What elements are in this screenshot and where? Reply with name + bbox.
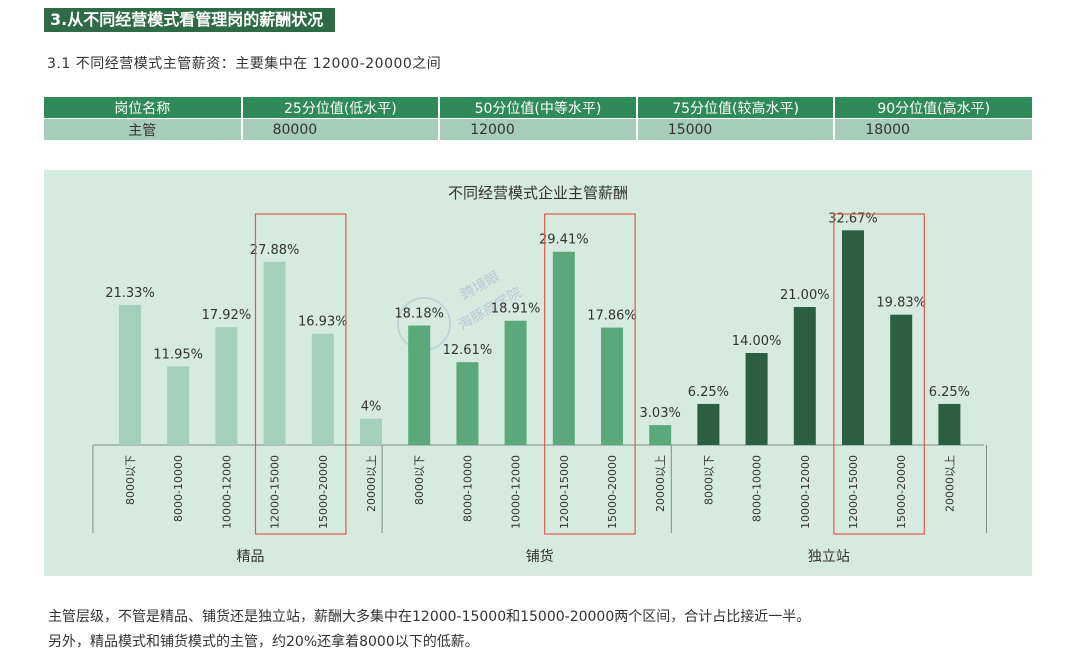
bar bbox=[263, 261, 286, 445]
bar bbox=[842, 230, 864, 445]
table-cell: 18000 bbox=[834, 118, 1032, 140]
bar bbox=[938, 403, 961, 445]
data-label: 32.67% bbox=[828, 211, 878, 226]
bar bbox=[649, 425, 672, 445]
table-cell: 12000 bbox=[439, 118, 638, 140]
table-cell: 主管 bbox=[44, 118, 243, 140]
highlight-box bbox=[544, 213, 636, 535]
x-tick-label: 8000以下 bbox=[413, 455, 426, 505]
x-tick-label: 15000-20000 bbox=[606, 455, 619, 529]
note-line: 主管层级，不管是精品、铺货还是独立站，薪酬大多集中在12000-15000和15… bbox=[48, 609, 811, 625]
bar bbox=[167, 366, 190, 445]
data-label: 6.25% bbox=[688, 385, 729, 400]
x-tick-label: 12000-15000 bbox=[558, 455, 571, 529]
x-tick-label: 12000-15000 bbox=[847, 455, 860, 529]
section-title: 3.从不同经营模式看管理岗的薪酬状况 bbox=[44, 8, 336, 32]
data-label: 29.41% bbox=[539, 233, 589, 248]
data-label: 6.25% bbox=[929, 385, 970, 400]
table-header-cell: 75分位值(较高水平) bbox=[636, 97, 836, 119]
x-tick-label: 8000以下 bbox=[702, 455, 715, 505]
data-label: 21.33% bbox=[105, 286, 155, 301]
bar bbox=[745, 353, 768, 445]
data-label: 19.83% bbox=[876, 296, 926, 311]
x-tick-label: 10000-12000 bbox=[220, 455, 233, 529]
x-tick-label: 15000-20000 bbox=[317, 455, 330, 529]
data-label: 18.18% bbox=[394, 307, 444, 322]
data-label: 14.00% bbox=[732, 334, 782, 349]
x-tick-label: 20000以上 bbox=[943, 455, 956, 512]
bar bbox=[456, 362, 479, 445]
group-label: 精品 bbox=[237, 549, 265, 565]
bar bbox=[793, 307, 816, 445]
bar-chart: 不同经营模式企业主管薪酬跨境眼海豚商学院21.33%8000以下11.95%80… bbox=[92, 184, 987, 565]
x-tick-label: 8000以下 bbox=[124, 455, 137, 505]
bar bbox=[504, 320, 527, 445]
table-header-row: 岗位名称 25分位值(低水平) 50分位值(中等水平) 75分位值(较高水平) … bbox=[44, 97, 1032, 119]
data-label: 16.93% bbox=[298, 315, 348, 330]
bar bbox=[890, 314, 913, 445]
bar bbox=[697, 403, 720, 445]
bar bbox=[601, 327, 623, 445]
data-label: 18.91% bbox=[491, 302, 541, 317]
data-label: 11.95% bbox=[153, 347, 203, 362]
table-header-cell: 25分位值(低水平) bbox=[241, 97, 441, 119]
table-header-cell: 50分位值(中等水平) bbox=[439, 97, 638, 119]
data-label: 27.88% bbox=[250, 243, 300, 258]
table-header-cell: 90分位值(高水平) bbox=[834, 97, 1032, 119]
x-tick-label: 8000-10000 bbox=[172, 455, 185, 522]
highlight-box bbox=[833, 213, 925, 535]
x-tick-label: 15000-20000 bbox=[895, 455, 908, 529]
bar bbox=[408, 325, 431, 445]
table-header-cell: 岗位名称 bbox=[44, 97, 243, 119]
table-row: 主管 80000 12000 15000 18000 bbox=[44, 118, 1032, 140]
x-tick-label: 20000以上 bbox=[654, 455, 667, 512]
x-tick-label: 10000-12000 bbox=[799, 455, 812, 529]
subtitle: 3.1 不同经营模式主管薪资：主要集中在 12000-20000之间 bbox=[47, 56, 442, 72]
table-cell: 80000 bbox=[241, 118, 441, 140]
data-label: 3.03% bbox=[640, 406, 681, 421]
x-tick-label: 8000-10000 bbox=[751, 455, 764, 522]
data-label: 17.92% bbox=[202, 308, 252, 323]
x-tick-label: 12000-15000 bbox=[269, 455, 282, 529]
highlight-box bbox=[254, 213, 347, 535]
note-line: 另外，精品模式和铺货模式的主管，约20%还拿着8000以下的低薪。 bbox=[48, 634, 479, 650]
bar bbox=[119, 304, 141, 445]
x-tick-label: 10000-12000 bbox=[510, 455, 523, 529]
x-tick-label: 20000以上 bbox=[365, 455, 378, 512]
bar bbox=[360, 418, 382, 445]
table-cell: 15000 bbox=[636, 118, 836, 140]
x-tick-label: 8000-10000 bbox=[461, 455, 474, 522]
data-label: 17.86% bbox=[587, 309, 637, 324]
data-label: 21.00% bbox=[780, 288, 830, 303]
group-label: 独立站 bbox=[808, 549, 850, 565]
bar bbox=[215, 327, 238, 445]
chart-title: 不同经营模式企业主管薪酬 bbox=[448, 184, 628, 202]
percentile-table: 岗位名称 25分位值(低水平) 50分位值(中等水平) 75分位值(较高水平) … bbox=[44, 97, 1032, 140]
bar bbox=[311, 333, 334, 445]
group-label: 铺货 bbox=[526, 548, 554, 565]
bar bbox=[552, 251, 575, 445]
chart-panel: 不同经营模式企业主管薪酬 跨境眼 海豚商学院 21.33% 8000以下 11.95% 80… bbox=[44, 170, 1032, 576]
data-label: 12.61% bbox=[443, 343, 493, 358]
data-label: 4% bbox=[361, 400, 382, 415]
